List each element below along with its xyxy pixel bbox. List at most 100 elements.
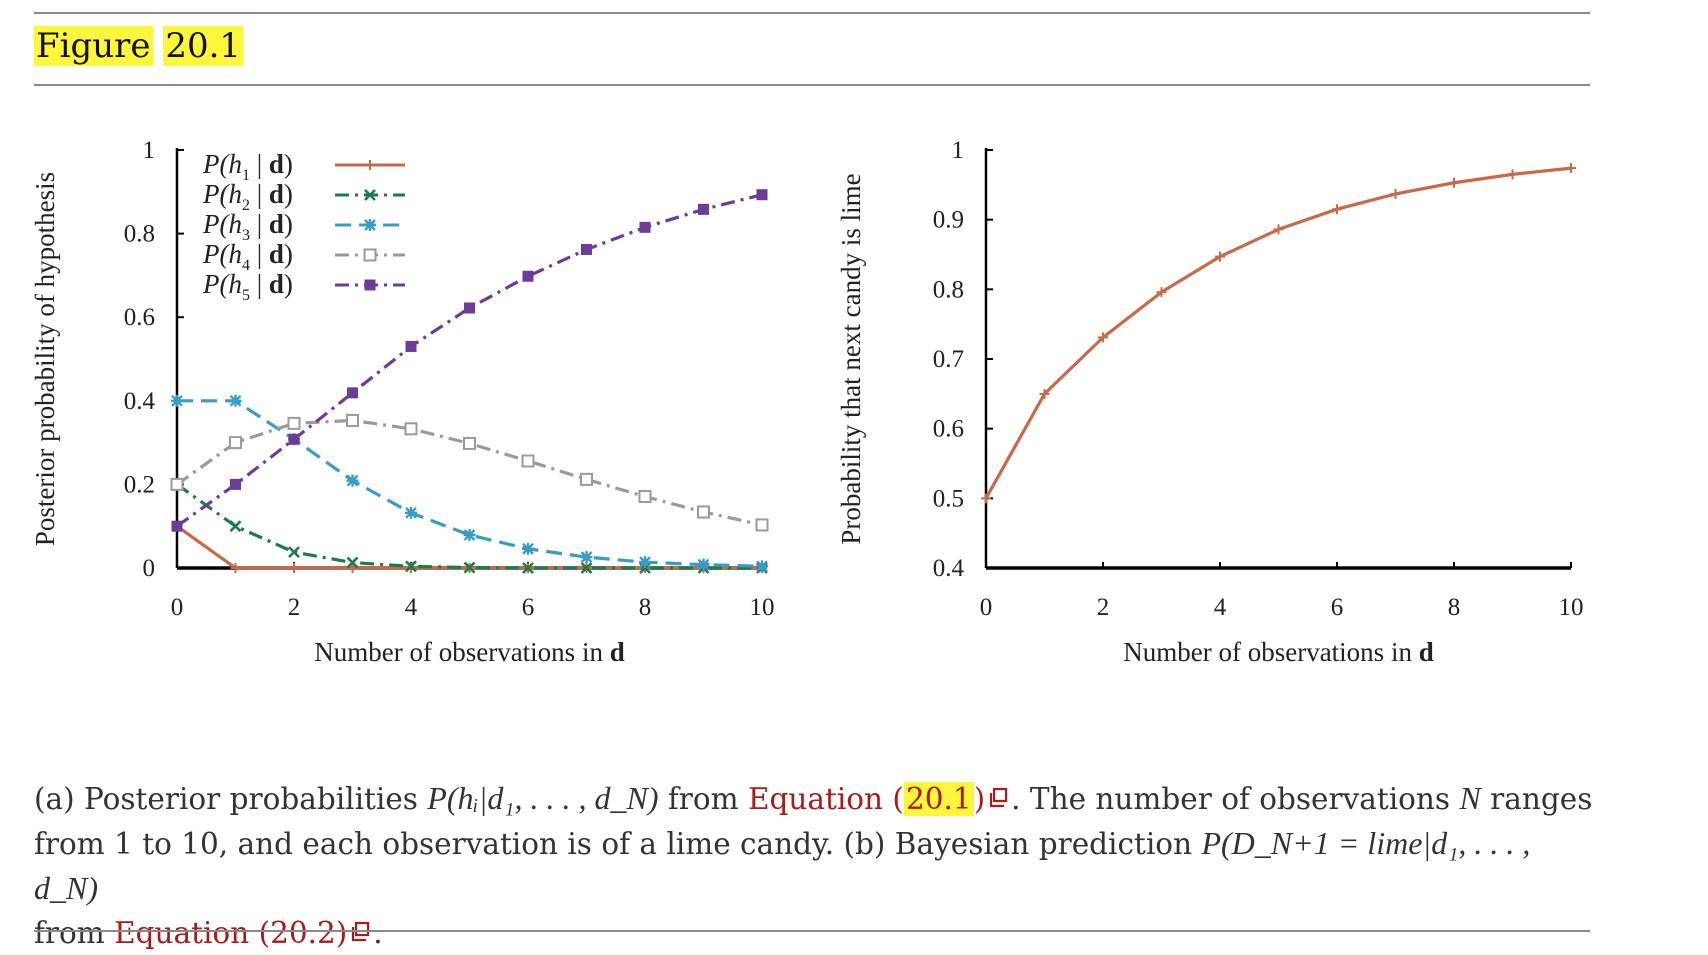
marker-stroke <box>1332 204 1342 215</box>
figure-word: Figure <box>34 26 153 66</box>
legend-label-main: P(h <box>202 149 242 179</box>
marker-square <box>364 279 376 291</box>
series-line <box>176 483 762 570</box>
data-point <box>755 518 769 532</box>
marker-square <box>346 413 359 427</box>
marker-square <box>580 472 593 486</box>
series-line <box>177 399 763 568</box>
legend-swatch-marker <box>364 189 376 201</box>
marker-stroke <box>1098 332 1108 343</box>
x-tick-label: 10 <box>750 594 775 621</box>
marker-square <box>755 518 769 532</box>
legend-label-end: ) <box>284 239 293 269</box>
data-point <box>347 563 358 573</box>
legend-label-end: ) <box>284 179 293 209</box>
external-link-icon[interactable] <box>987 787 1009 809</box>
data-point <box>229 520 242 533</box>
y-axis-label: Probability that next candy is lime <box>836 173 866 544</box>
data-point <box>981 493 991 504</box>
series-3 <box>171 394 768 573</box>
legend-label-bold: d <box>269 149 284 179</box>
equation-20-2-link[interactable]: Equation (20.2) <box>114 916 348 950</box>
data-point <box>1566 163 1576 174</box>
x-tick-label: 4 <box>405 594 418 621</box>
legend-label: P(h3 | d) <box>202 209 293 244</box>
marker-stroke <box>1390 188 1401 199</box>
legend-label-bold: d <box>269 239 284 269</box>
legend-label-bold: d <box>269 179 284 209</box>
x-tick-label: 6 <box>522 594 535 621</box>
legend-label-bar: | <box>250 149 269 179</box>
figure-caption: (a) Posterior probabilities P(hᵢ|d₁, . .… <box>34 776 1594 955</box>
series-line <box>176 193 763 528</box>
series-5 <box>171 189 768 532</box>
marker-stroke <box>229 520 242 533</box>
marker-stroke <box>639 556 651 569</box>
series-1 <box>172 521 767 573</box>
x-tick-label: 8 <box>1448 594 1461 621</box>
marker-stroke <box>1215 251 1225 262</box>
legend-label: P(h5 | d) <box>202 269 293 304</box>
legend-label-sub: 2 <box>242 197 250 214</box>
caption-text-4: ranges from 1 to 10, and each observatio… <box>34 782 1593 861</box>
marker-stroke <box>405 560 417 573</box>
equation-20-1-link[interactable]: Equation (20.1) <box>748 782 985 816</box>
data-point <box>580 551 593 564</box>
data-point <box>1156 287 1167 298</box>
data-point <box>288 546 300 559</box>
y-tick-label: 0.2 <box>124 471 155 498</box>
external-link-icon[interactable] <box>349 921 371 943</box>
caption-text-1: (a) Posterior probabilities <box>34 782 428 816</box>
marker-square <box>404 422 418 436</box>
caption-text-3: . The number of observations <box>1011 782 1460 816</box>
data-point <box>405 506 417 519</box>
marker-square <box>363 248 377 262</box>
marker-stroke <box>289 563 299 573</box>
legend-label-bold: d <box>269 269 284 299</box>
marker-stroke <box>756 560 768 573</box>
data-point <box>580 562 593 574</box>
legend-label-main: P(h <box>202 239 242 269</box>
data-point <box>405 340 417 352</box>
y-tick-label: 1 <box>952 137 965 164</box>
y-tick-label: 1 <box>143 137 156 164</box>
data-point <box>1332 204 1342 215</box>
x-tick-label: 2 <box>1097 594 1110 621</box>
marker-stroke <box>364 219 376 231</box>
marker-stroke <box>347 563 358 573</box>
caption-math-prediction: P(D_N+1 = lime|d₁, . . . , d_N) <box>34 825 1531 906</box>
legend-swatch-marker <box>364 279 376 291</box>
marker-stroke <box>365 160 375 170</box>
data-point <box>170 477 184 491</box>
data-point <box>1273 224 1284 235</box>
x-axis-label: Number of observations in d <box>1123 637 1433 667</box>
marker-square <box>288 433 300 445</box>
equation-link-prefix: Equation ( <box>748 782 904 816</box>
legend-label-sub: 4 <box>242 257 250 274</box>
equation-link-suffix: ) <box>973 782 986 816</box>
legend-label-end: ) <box>284 149 293 179</box>
x-axis-label-bold: d <box>610 637 625 667</box>
marker-square <box>639 221 651 233</box>
legend-label-main: P(h <box>202 179 242 209</box>
y-tick-label: 0.4 <box>124 388 156 415</box>
legend-label-main: P(h <box>202 269 242 299</box>
legend-label: P(h2 | d) <box>202 179 293 214</box>
marker-square <box>697 505 710 519</box>
marker-square <box>405 340 417 352</box>
marker-square <box>287 416 301 430</box>
marker-square <box>698 203 709 215</box>
bottom-rule <box>34 930 1590 932</box>
data-point <box>697 505 710 519</box>
data-point <box>287 416 301 430</box>
marker-square <box>581 243 592 255</box>
marker-stroke <box>463 528 476 541</box>
caption-math-n: N <box>1459 780 1481 816</box>
y-tick-label: 0.9 <box>933 207 964 234</box>
x-axis-label-bold: d <box>1419 637 1434 667</box>
y-tick-label: 0.8 <box>933 276 964 303</box>
marker-square <box>171 520 183 532</box>
marker-square <box>464 302 475 314</box>
legend-label-end: ) <box>284 269 293 299</box>
data-point <box>522 562 534 574</box>
